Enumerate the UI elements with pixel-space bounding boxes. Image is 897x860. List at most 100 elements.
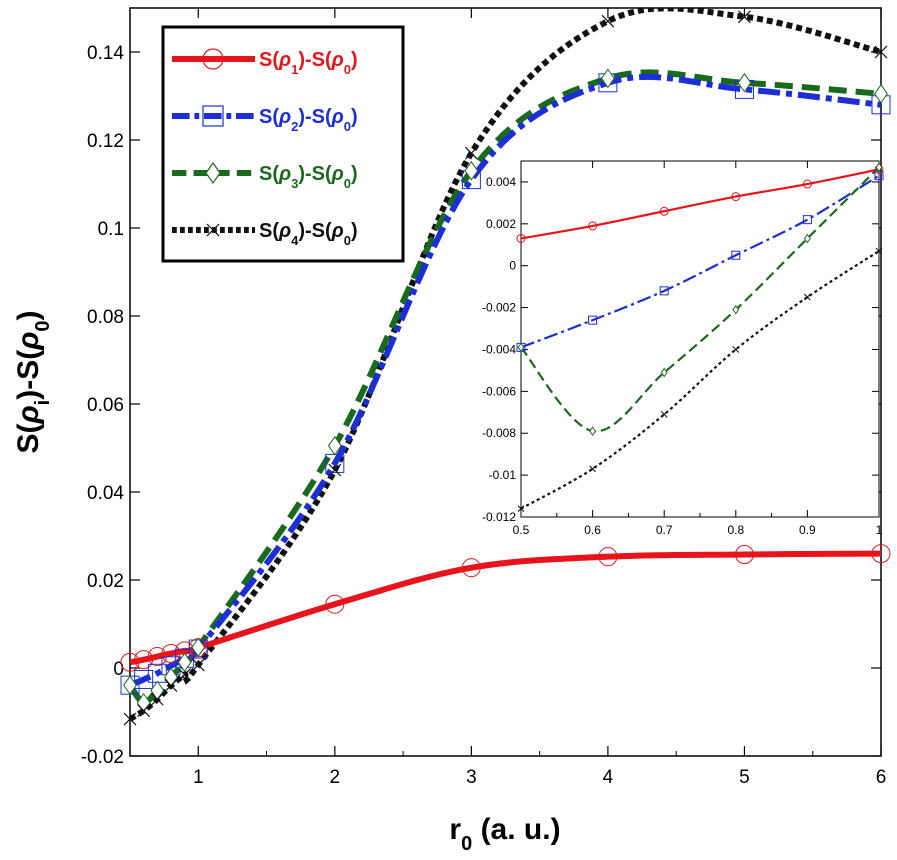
label-part: ρ bbox=[331, 220, 344, 242]
main-ticks bbox=[130, 8, 882, 757]
data-point-marker bbox=[464, 160, 479, 181]
label-part: ρ bbox=[331, 163, 344, 185]
main-tick-labels: 1 2 3 4 5 6 -0.02 0 0.02 0.04 0.06 0.08 0.1 0.12 0.14 bbox=[81, 43, 887, 788]
y-tick-label: -0.02 bbox=[81, 747, 124, 768]
label-part: 0 bbox=[344, 233, 351, 248]
inset-y-tick-label: 0 bbox=[509, 259, 516, 273]
data-point-marker bbox=[202, 48, 224, 70]
label-part: S( bbox=[259, 106, 279, 128]
legend-label-4: S(ρ4)-S(ρ0) bbox=[259, 220, 358, 248]
label-part: )-S( bbox=[298, 49, 332, 71]
y-tick-label: 0.02 bbox=[87, 571, 124, 592]
y-tick-label: 0.06 bbox=[87, 395, 124, 416]
inset-x-tick-label: 0.9 bbox=[799, 523, 816, 537]
data-point-marker bbox=[120, 652, 140, 672]
label-part: (a. u.) bbox=[472, 813, 560, 846]
inset-x-tick-label: 0.8 bbox=[727, 523, 744, 537]
data-point-marker bbox=[464, 146, 478, 160]
inset-markers bbox=[516, 162, 884, 512]
data-point-marker bbox=[660, 367, 668, 378]
label-part: S( bbox=[259, 49, 279, 71]
data-point-marker bbox=[134, 650, 154, 670]
label-part: 4 bbox=[291, 233, 299, 248]
data-point-marker bbox=[123, 712, 137, 726]
label-part: ) bbox=[12, 310, 45, 320]
data-point-marker bbox=[871, 544, 891, 564]
data-point-marker bbox=[134, 669, 154, 689]
data-point-marker bbox=[731, 250, 741, 260]
label-part: r bbox=[449, 813, 461, 846]
inset-y-tick-label: -0.01 bbox=[489, 468, 517, 482]
data-point-marker bbox=[874, 45, 888, 59]
y-tick-label: 0.1 bbox=[98, 219, 124, 240]
data-point-marker bbox=[737, 72, 752, 93]
label-part: ρ bbox=[278, 106, 291, 128]
data-point-marker bbox=[517, 342, 525, 353]
data-point-marker bbox=[161, 643, 181, 663]
label-part: 1 bbox=[291, 62, 298, 77]
data-point-marker bbox=[150, 692, 164, 706]
inset-series-line-4 bbox=[521, 250, 879, 510]
x-axis-label: r0 (a. u.) bbox=[449, 813, 560, 855]
label-part: i bbox=[32, 400, 54, 406]
data-point-marker bbox=[738, 10, 751, 24]
inset-series-markers-3 bbox=[517, 162, 883, 437]
data-point-marker bbox=[734, 544, 754, 564]
legend: S(ρ1)-S(ρ0)S(ρ2)-S(ρ0)S(ρ3)-S(ρ0)S(ρ4)-S… bbox=[172, 48, 358, 248]
data-point-marker bbox=[123, 675, 137, 696]
x-tick-label: 4 bbox=[603, 767, 614, 788]
label-part: )-S( bbox=[298, 106, 332, 128]
data-point-marker bbox=[164, 679, 178, 693]
data-point-marker bbox=[202, 105, 224, 127]
data-point-marker bbox=[191, 658, 205, 672]
data-point-marker bbox=[328, 463, 342, 477]
data-point-marker bbox=[600, 68, 615, 89]
y-tick-label: 0.08 bbox=[87, 307, 124, 328]
data-point-marker bbox=[875, 162, 883, 173]
y-tick-label: 0.12 bbox=[87, 131, 124, 152]
data-point-marker bbox=[461, 558, 481, 578]
data-point-marker bbox=[327, 435, 342, 456]
inset-x-tick-label: 0.5 bbox=[513, 523, 530, 537]
inset-series-markers-4 bbox=[517, 247, 883, 512]
data-point-marker bbox=[178, 668, 192, 682]
data-point-marker bbox=[874, 83, 888, 104]
label-part: ρ bbox=[278, 220, 291, 242]
label-part: 0 bbox=[461, 833, 472, 855]
inset-series-line-2 bbox=[521, 174, 879, 349]
data-point-marker bbox=[659, 206, 669, 216]
x-tick-label: 2 bbox=[330, 767, 341, 788]
data-point-marker bbox=[731, 192, 741, 202]
data-point-marker bbox=[589, 426, 597, 437]
label-part: )-S( bbox=[298, 220, 332, 242]
inset-tick-labels: 0.5 0.6 0.7 0.8 0.9 1 -0.012 -0.01 -0.008 -0.006 -… bbox=[482, 175, 883, 537]
main-markers bbox=[120, 10, 891, 726]
y-tick-label: 0.14 bbox=[87, 43, 124, 64]
data-point-marker bbox=[732, 304, 740, 315]
label-part: S( bbox=[259, 163, 279, 185]
data-point-marker bbox=[588, 221, 598, 231]
data-point-marker bbox=[325, 594, 345, 614]
label-part: 3 bbox=[291, 176, 298, 191]
data-point-marker bbox=[660, 411, 668, 418]
label-part: 0 bbox=[32, 320, 54, 331]
data-point-marker bbox=[206, 223, 220, 237]
inset-y-tick-label: 0.004 bbox=[486, 175, 516, 189]
data-point-marker bbox=[804, 293, 811, 301]
label-part: ) bbox=[351, 49, 358, 71]
data-point-marker bbox=[598, 547, 618, 567]
data-point-marker bbox=[588, 315, 598, 325]
data-point-marker bbox=[205, 161, 221, 185]
label-part: )-S( bbox=[12, 350, 45, 400]
y-tick-label: 0 bbox=[113, 659, 124, 680]
data-point-marker bbox=[803, 233, 811, 244]
inset-y-tick-label: -0.012 bbox=[482, 510, 516, 524]
data-point-marker bbox=[191, 637, 206, 658]
label-part: 0 bbox=[344, 62, 351, 77]
data-point-marker bbox=[659, 286, 669, 296]
inset-series-line-1 bbox=[521, 168, 879, 240]
series-line-2 bbox=[130, 73, 881, 688]
label-part: S( bbox=[259, 220, 279, 242]
legend-box bbox=[161, 25, 405, 263]
